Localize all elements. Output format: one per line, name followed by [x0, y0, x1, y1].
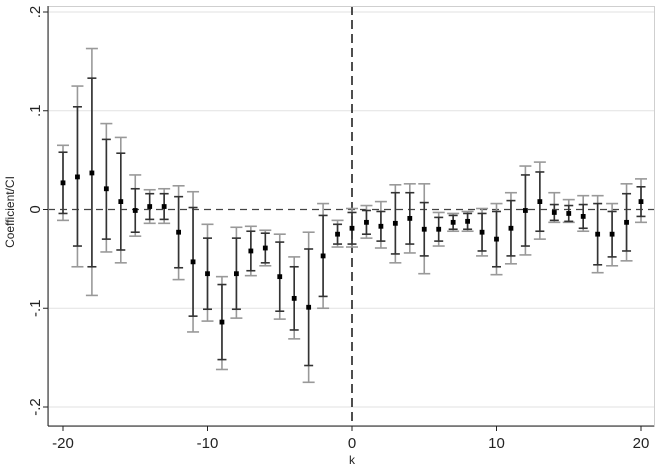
coefficient-point [190, 259, 196, 265]
coefficient-point [465, 218, 470, 224]
coefficient-point [407, 215, 413, 221]
y-tick-label: .2 [27, 6, 44, 19]
coefficient-point [609, 231, 615, 237]
coefficient-point [291, 295, 297, 301]
coefficient-point [161, 204, 167, 209]
x-tick-label: 10 [488, 435, 505, 452]
grid-lines [48, 11, 654, 408]
x-tick-label: 20 [633, 435, 650, 452]
coefficient-point [551, 210, 557, 215]
x-tick-label: -10 [197, 435, 219, 452]
coefficient-point [234, 271, 239, 277]
y-tick-label: .1 [27, 104, 44, 117]
coefficient-point [566, 211, 572, 216]
coefficient-point [277, 274, 283, 280]
coefficient-point [349, 225, 355, 231]
x-tick-label: -20 [52, 435, 74, 452]
coefficient-point [479, 229, 485, 235]
coefficient-point [450, 219, 456, 225]
coefficient-point [103, 186, 109, 192]
coefficient-point [537, 199, 543, 204]
coefficient-point [89, 170, 95, 176]
reference-lines [48, 6, 654, 426]
coefficient-point [595, 231, 601, 237]
x-tick-label: 0 [348, 435, 356, 452]
y-axis-label: Coefficient/CI [3, 176, 17, 248]
coefficient-point [176, 229, 181, 235]
coefficient-point [60, 180, 66, 186]
coefficient-point [624, 219, 629, 225]
coefficient-point [205, 271, 210, 277]
y-tick-label: -.1 [27, 299, 44, 317]
x-axis-label: k [349, 453, 356, 467]
coefficient-point [508, 225, 514, 231]
coefficient-point [421, 226, 427, 232]
coefficient-point [306, 304, 312, 310]
coefficient-points [60, 170, 644, 325]
coefficient-point [320, 253, 326, 259]
axes [43, 6, 654, 431]
y-tick-label: -.2 [27, 398, 44, 416]
coefficient-point [523, 208, 528, 213]
coefficient-point [219, 319, 225, 325]
coefficient-point [147, 204, 153, 209]
coefficient-point [75, 174, 80, 180]
coefficient-point [638, 199, 644, 204]
coefficient-point [364, 219, 369, 225]
coefficient-point [132, 208, 138, 213]
coefficient-point [248, 248, 254, 254]
coefficient-point [378, 223, 384, 229]
coefficient-point [392, 220, 398, 226]
coefficient-point [580, 214, 586, 219]
y-tick-label: 0 [27, 205, 44, 213]
coefficient-point [335, 231, 340, 237]
coefficient-point [436, 226, 442, 232]
coefficient-point [118, 199, 124, 204]
coefficient-point [262, 245, 268, 251]
tick-labels: .2 .1 0 -.1 -.2 -20 -10 0 10 20 [27, 6, 649, 452]
coefficient-point [494, 236, 499, 242]
